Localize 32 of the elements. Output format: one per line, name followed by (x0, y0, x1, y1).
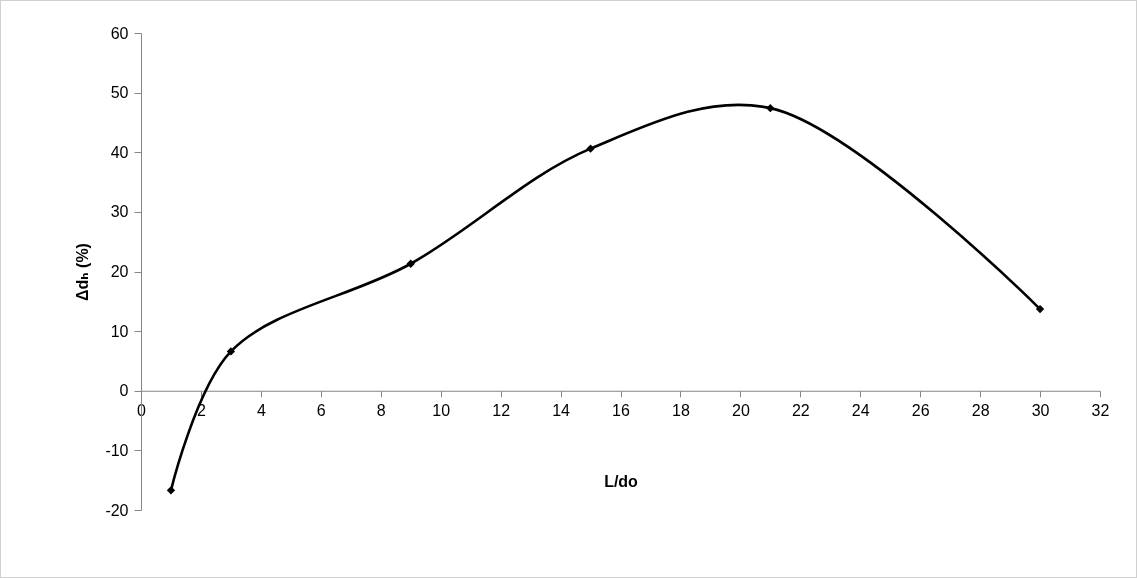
y-tick-label: 20 (110, 263, 129, 280)
x-tick-label: 32 (1091, 402, 1110, 420)
point (766, 103, 775, 113)
y-axis-title: Δdₕ (%) (74, 243, 92, 301)
y-tick-label: 50 (110, 84, 129, 102)
x-tick-label: 28 (971, 402, 990, 420)
x-tick-label: 10 (432, 402, 451, 420)
x-axis-title: L/do (604, 473, 639, 491)
point (1035, 304, 1045, 314)
x-tick-label: 26 (911, 402, 930, 420)
x-tick-label: 8 (376, 402, 386, 420)
x-tick-label: 14 (552, 402, 571, 420)
y-tick-label: 40 (110, 143, 129, 161)
point (586, 144, 595, 153)
x-tick-label: 24 (851, 402, 870, 420)
y-tick-label: -20 (105, 501, 129, 519)
y-tick-label: 60 (110, 24, 129, 42)
y-tick-label: 10 (110, 322, 129, 340)
point (226, 347, 236, 356)
x-tick-label: 30 (1031, 402, 1050, 420)
x-tick-label: 22 (791, 402, 810, 420)
x-tick-label: 20 (731, 402, 750, 420)
y-tick-label: 30 (110, 203, 129, 221)
y-tick-label: -10 (105, 441, 129, 459)
x-tick-label: 6 (316, 402, 326, 420)
point (406, 259, 415, 268)
x-tick-label: 12 (492, 402, 511, 420)
x-tick-label: 18 (672, 402, 690, 420)
point (166, 486, 176, 495)
x-tick-label: 16 (612, 402, 630, 420)
x-tick-label: 4 (256, 402, 266, 420)
y-tick-label: 0 (119, 382, 129, 400)
